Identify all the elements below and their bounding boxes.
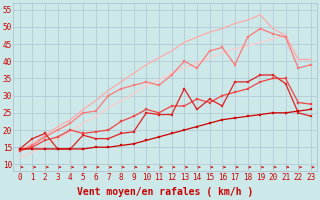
- X-axis label: Vent moyen/en rafales ( km/h ): Vent moyen/en rafales ( km/h ): [77, 187, 253, 197]
